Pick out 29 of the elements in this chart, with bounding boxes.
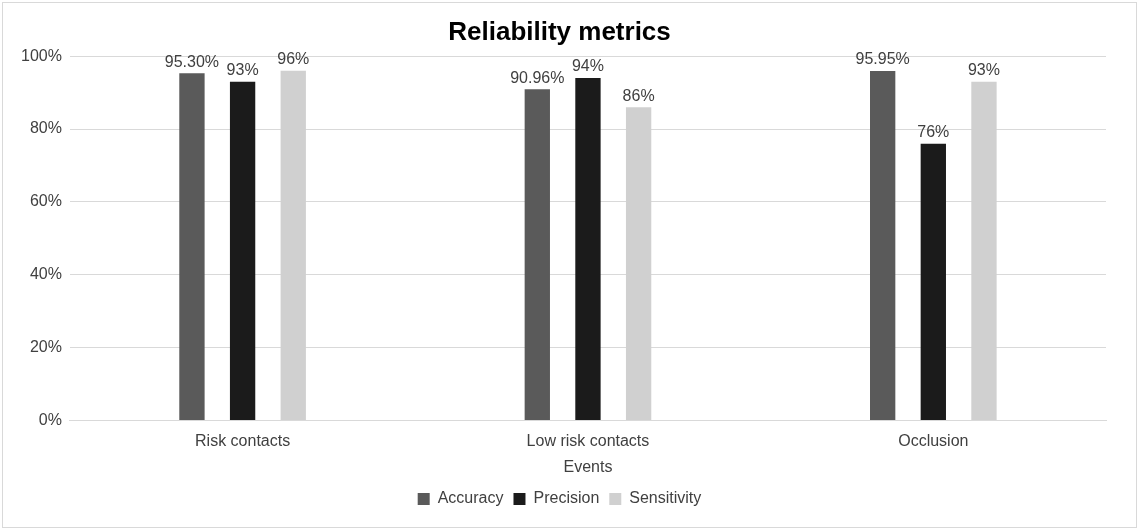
x-axis-title: Events [563,457,613,475]
data-label: 95.30% [164,52,220,70]
data-label: 94% [571,57,604,75]
x-tick-label: Low risk contacts [526,431,650,449]
bar [179,73,205,421]
data-label: 76% [917,123,950,141]
data-label: 93% [226,61,259,79]
y-tick-label: 20% [29,338,62,356]
legend-label: Precision [533,489,600,507]
data-label: 93% [967,61,1000,79]
data-label: 95.95% [855,50,910,68]
bar [229,81,256,421]
y-tick-label: 80% [29,119,62,137]
data-label: 86% [622,86,655,104]
data-label: 90.96% [510,68,565,86]
data-label: 96% [277,50,310,68]
y-tick-label: 100% [21,46,62,64]
legend-label: Accuracy [437,489,504,507]
bar [920,143,946,421]
bar [575,78,601,421]
bar [870,70,896,421]
y-tick-label: 40% [29,265,62,283]
chart-title: Reliability metrics [448,15,671,46]
x-tick-label: Risk contacts [195,431,291,449]
bar [524,89,550,421]
x-tick-label: Occlusion [898,431,969,449]
legend-label: Sensitivity [629,489,702,507]
y-tick-label: 0% [38,411,62,429]
y-tick-label: 60% [29,192,62,210]
